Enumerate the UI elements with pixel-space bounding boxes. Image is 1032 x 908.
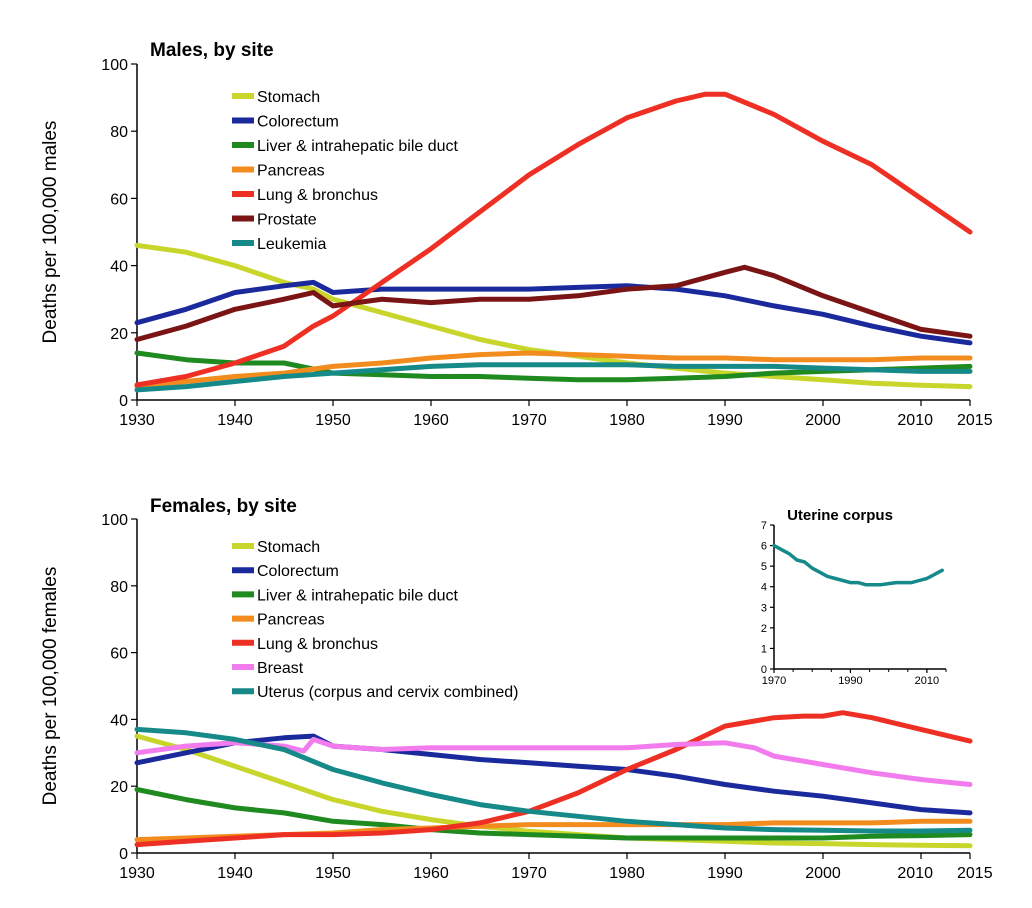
legend-label-leukemia: Leukemia — [257, 236, 326, 253]
y-tick-label: 5 — [761, 561, 767, 573]
legend-label-stomach: Stomach — [257, 539, 320, 556]
x-tick-label: 1970 — [511, 412, 547, 429]
x-tick-label: 2000 — [805, 412, 841, 429]
series-line-prostate — [134, 264, 973, 342]
y-tick-label: 4 — [761, 582, 767, 594]
legend-label-liver-intrahepatic-bile-duct: Liver & intrahepatic bile duct — [257, 587, 459, 604]
y-tick-label: 20 — [110, 779, 128, 796]
y-tick-label: 6 — [761, 541, 767, 553]
y-tick-label: 100 — [101, 512, 128, 529]
y-tick-label: 40 — [110, 712, 128, 729]
series-line-uterus-corpus-and-cervix-combined — [134, 726, 973, 834]
y-tick-label: 20 — [110, 326, 128, 343]
chart-title: Males, by site — [150, 40, 274, 61]
legend-label-liver-intrahepatic-bile-duct: Liver & intrahepatic bile duct — [257, 138, 459, 155]
females-chart: Females, by site Deaths per 100,000 femal… — [40, 496, 993, 882]
y-tick-label: 40 — [110, 259, 128, 276]
y-tick-label: 100 — [101, 57, 128, 74]
x-tick-label: 1950 — [315, 865, 351, 882]
x-tick-label: 1990 — [707, 865, 743, 882]
series-line-colorectum — [134, 279, 973, 346]
males-chart: Males, by site Deaths per 100,000 males 0 2… — [40, 40, 993, 429]
legend-label-prostate: Prostate — [257, 212, 317, 229]
legend: Stomach Colorectum Liver & intrahepatic bi… — [232, 539, 518, 701]
x-tick-label: 1930 — [119, 865, 155, 882]
legend-label-pancreas: Pancreas — [257, 612, 325, 629]
x-tick-label: 1930 — [119, 412, 155, 429]
series-line-liver-intrahepatic-bile-duct — [134, 787, 973, 841]
x-tick-label: 1970 — [511, 865, 547, 882]
y-tick-label: 7 — [761, 520, 767, 532]
chart-title: Uterine corpus — [787, 507, 893, 524]
y-axis-label: Deaths per 100,000 males — [40, 121, 61, 344]
legend-label-pancreas: Pancreas — [257, 163, 325, 180]
y-tick-label: 80 — [110, 579, 128, 596]
uterine-corpus-inset-chart: Uterine corpus 0 1 2 3 4 5 6 7 1970 1990 2010 — [761, 507, 947, 687]
series-line-pancreas — [134, 350, 973, 390]
y-tick-label: 1 — [761, 643, 767, 655]
y-tick-label: 3 — [761, 602, 767, 614]
series-line-stomach — [134, 242, 973, 390]
legend-label-uterus-corpus-and-cervix-combined: Uterus (corpus and cervix combined) — [257, 684, 518, 701]
y-tick-label: 0 — [119, 846, 128, 863]
x-tick-label: 2010 — [915, 675, 939, 687]
x-tick-label: 1990 — [707, 412, 743, 429]
series-line-breast — [134, 736, 973, 787]
x-tick-label: 2000 — [805, 865, 841, 882]
legend-label-lung-bronchus: Lung & bronchus — [257, 636, 378, 653]
x-tick-label: 2010 — [897, 865, 933, 882]
legend: Stomach Colorectum Liver & intrahepatic bi… — [232, 89, 459, 253]
x-tick-label: 1940 — [217, 412, 253, 429]
y-tick-label: 60 — [110, 646, 128, 663]
y-tick-label: 2 — [761, 623, 767, 635]
y-axis-label: Deaths per 100,000 females — [40, 567, 61, 806]
x-tick-label: 2015 — [957, 865, 993, 882]
y-tick-label: 60 — [110, 191, 128, 208]
x-tick-label: 1940 — [217, 865, 253, 882]
x-tick-label: 1960 — [413, 412, 449, 429]
x-tick-label: 1990 — [838, 675, 862, 687]
legend-label-breast: Breast — [257, 660, 304, 677]
series-line-uterine-corpus — [772, 543, 944, 587]
x-tick-label: 1960 — [413, 865, 449, 882]
x-tick-label: 2010 — [897, 412, 933, 429]
y-tick-label: 0 — [119, 393, 128, 410]
y-tick-label: 0 — [761, 664, 767, 676]
x-tick-label: 1980 — [609, 412, 645, 429]
chart-title: Females, by site — [150, 496, 297, 517]
series-line-colorectum — [134, 733, 973, 816]
series-line-lung-bronchus — [134, 710, 973, 848]
x-tick-label: 1950 — [315, 412, 351, 429]
legend-label-stomach: Stomach — [257, 89, 320, 106]
legend-label-lung-bronchus: Lung & bronchus — [257, 187, 378, 204]
y-tick-label: 80 — [110, 124, 128, 141]
series-line-lung-bronchus — [134, 91, 973, 388]
x-tick-label: 1980 — [609, 865, 645, 882]
x-tick-label: 2015 — [957, 412, 993, 429]
series-line-liver-intrahepatic-bile-duct — [134, 350, 973, 383]
x-tick-label: 1970 — [762, 675, 786, 687]
series-line-leukemia — [134, 362, 973, 393]
legend-label-colorectum: Colorectum — [257, 563, 339, 580]
legend-label-colorectum: Colorectum — [257, 114, 339, 131]
